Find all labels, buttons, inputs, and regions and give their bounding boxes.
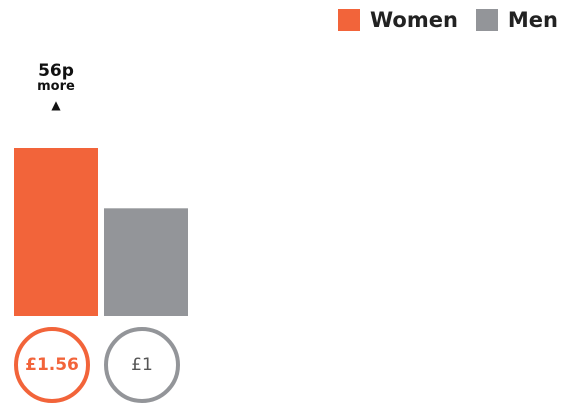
bar-men — [104, 208, 188, 316]
chevron-up-icon: ▲ — [51, 98, 61, 112]
legend-label-men: Men — [507, 8, 558, 32]
legend-item-women: Women — [337, 8, 458, 32]
bar-women — [14, 148, 98, 316]
value-label-women: £1.56 — [14, 327, 90, 403]
difference-text: more — [37, 79, 75, 94]
legend-label-women: Women — [369, 8, 458, 32]
value-label-women-text: £1.56 — [25, 355, 79, 375]
difference-amount: 56p — [38, 61, 74, 81]
legend-swatch-men — [475, 9, 498, 31]
legend: Women Men — [337, 8, 558, 32]
value-label-men: £1 — [104, 327, 180, 403]
difference-annotation: 56p more ▲ — [14, 61, 98, 112]
value-label-men-text: £1 — [131, 355, 153, 375]
legend-swatch-women — [337, 9, 360, 31]
legend-item-men: Men — [475, 8, 558, 32]
